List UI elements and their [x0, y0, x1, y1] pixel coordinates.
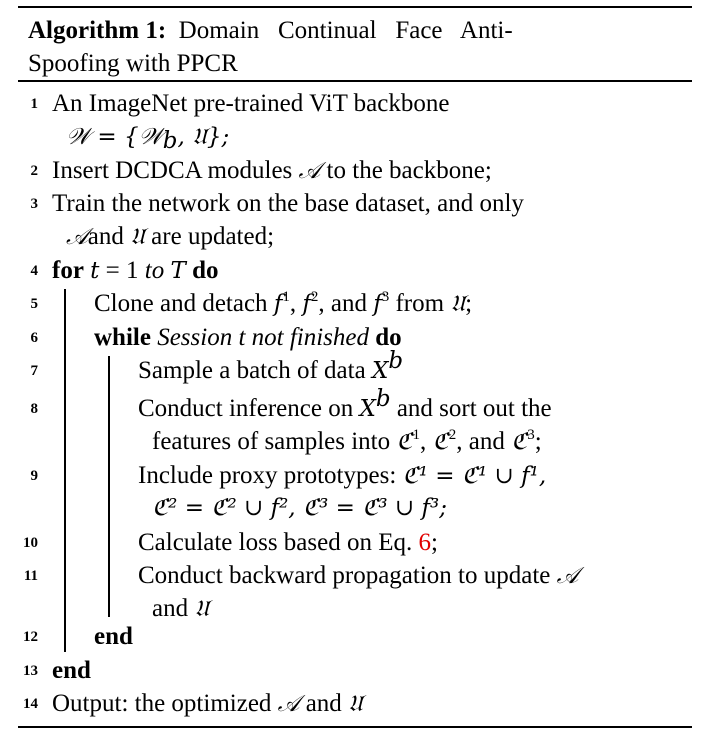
text: are updated;	[144, 223, 275, 250]
math-symbol: 𝒜	[66, 224, 88, 250]
line-number: 12	[23, 629, 38, 645]
line-number: 8	[30, 401, 39, 417]
keyword: end	[52, 657, 91, 684]
text: and	[299, 690, 349, 717]
step-text: Conduct inference on Xb and sort out the	[138, 388, 552, 426]
math-sup: 3	[527, 427, 535, 443]
math-symbol: 𝔘	[130, 224, 145, 250]
math-var: X	[359, 396, 376, 422]
math-sup: b	[388, 348, 404, 374]
math-symbol: ℭ	[432, 429, 449, 455]
title-line-2: Spoofing with PPCR	[28, 50, 238, 77]
step-text: features of samples into ℭ1, ℭ2, and ℭ3;	[152, 427, 542, 456]
header-rule	[18, 80, 692, 82]
step-text: Calculate loss based on Eq. 6;	[138, 526, 438, 559]
step-text: and 𝔘	[152, 592, 209, 626]
math-text: , 𝔘};	[177, 124, 230, 150]
text: Conduct inference on	[138, 395, 360, 422]
line-number: 13	[23, 663, 38, 679]
line-number: 7	[30, 363, 39, 379]
step-text: Conduct backward propagation to update 𝒜	[138, 559, 578, 593]
math-sup: b	[375, 386, 391, 412]
while-block-bar	[108, 356, 110, 617]
step-text: while Session t not finished do	[94, 321, 402, 354]
step-text: 𝒜and 𝔘 are updated;	[66, 220, 274, 254]
math-symbol: 𝒜	[277, 691, 300, 717]
top-rule	[18, 6, 692, 8]
math-symbol: ℭ	[396, 429, 413, 455]
text: Output: the optimized	[52, 690, 278, 717]
math-sup: 1	[412, 427, 421, 443]
text: and	[87, 223, 131, 250]
math-sub: b	[162, 128, 178, 154]
step-text: Insert DCDCA modules 𝒜 to the backbone;	[52, 154, 492, 188]
line-number: 10	[23, 535, 38, 551]
equation-link[interactable]: 6	[418, 529, 432, 556]
math-text: 𝒲 = {𝒲	[66, 124, 163, 150]
math-sup: 3	[381, 289, 390, 305]
math-var: X	[371, 358, 389, 384]
line-number: 9	[30, 468, 39, 484]
text: Insert DCDCA modules	[52, 157, 299, 184]
step-text: Sample a batch of data Xb	[138, 350, 403, 388]
math-var: f	[373, 291, 382, 317]
math-symbol: 𝒜	[556, 563, 579, 589]
math-sup: 1	[282, 289, 290, 305]
title-line-1: Domain Continual Face Anti-	[178, 17, 513, 44]
line-number: 11	[23, 568, 38, 584]
step-text: for t = 1 to T do	[52, 254, 218, 288]
line-number: 2	[30, 163, 39, 179]
step-text: An ImageNet pre-trained ViT backbone	[52, 90, 450, 117]
keyword: do	[192, 257, 219, 284]
text: ;	[534, 428, 542, 455]
condition: Session t not finished	[157, 324, 370, 351]
math-var: f	[273, 291, 283, 317]
line-number: 6	[30, 330, 39, 346]
for-block-bar	[64, 289, 66, 652]
keyword: for	[52, 257, 84, 284]
math-symbol: 𝔘	[194, 596, 210, 622]
step-text: Output: the optimized 𝒜 and 𝔘	[52, 687, 363, 721]
math-sup: 2	[310, 289, 319, 305]
text: and	[152, 595, 195, 622]
line-number: 14	[23, 696, 38, 712]
math-sup: 2	[448, 427, 457, 443]
line-number: 1	[30, 96, 39, 112]
algorithm-label: Algorithm 1:	[28, 17, 167, 44]
math-expression: ℭ² = ℭ² ∪ f², ℭ³ = ℭ³ ∪ f³;	[152, 495, 447, 521]
text: to the backbone;	[320, 157, 492, 184]
step-text: Train the network on the base dataset, a…	[52, 190, 524, 217]
line-number: 5	[30, 296, 39, 312]
step-text: 𝒲 = {𝒲b, 𝔘};	[66, 120, 229, 154]
text: = 1	[99, 257, 145, 284]
text: from	[389, 290, 451, 317]
text: and sort out the	[390, 395, 552, 422]
math-symbol: ℭ	[511, 429, 528, 455]
step-text: Include proxy prototypes: ℭ¹ = ℭ¹ ∪ f¹,	[138, 459, 546, 493]
line-number: 3	[30, 196, 39, 212]
keyword: end	[94, 623, 133, 650]
algorithm-title: Algorithm 1: Domain Continual Face Anti-…	[28, 14, 678, 80]
text: Conduct backward propagation to update	[138, 562, 557, 589]
math-symbol: 𝒜	[298, 158, 321, 184]
math-symbol: 𝔘	[450, 291, 466, 317]
text: Calculate loss based on Eq.	[138, 529, 419, 556]
text: ;	[431, 529, 438, 556]
step-text: Clone and detach f1, f2, and f3 from 𝔘;	[94, 289, 473, 318]
text: to	[144, 257, 165, 284]
text: Include proxy prototypes:	[138, 462, 403, 489]
keyword: while	[94, 324, 151, 351]
bottom-rule	[18, 726, 692, 728]
text: Clone and detach	[94, 290, 274, 317]
keyword: do	[375, 324, 402, 351]
text: features of samples into	[152, 428, 397, 455]
math-var: t	[90, 258, 100, 284]
text: Sample a batch of data	[138, 357, 372, 384]
text: ;	[465, 290, 473, 317]
line-number: 4	[30, 263, 39, 279]
math-var: f	[302, 291, 311, 317]
math-symbol: 𝔘	[348, 691, 363, 717]
math-var: T	[170, 258, 186, 284]
math-expression: ℭ¹ = ℭ¹ ∪ f¹,	[402, 463, 547, 489]
